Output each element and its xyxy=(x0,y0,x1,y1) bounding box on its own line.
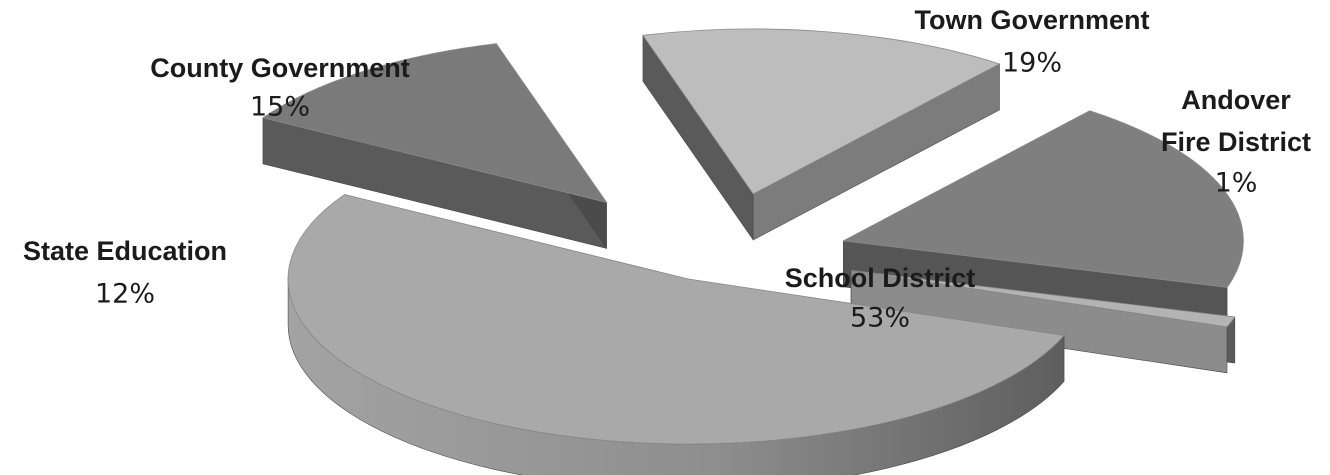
slice-name-label: Andover xyxy=(1181,85,1291,115)
pie-slice-school-district-top xyxy=(287,194,1065,445)
slice-label-town-government: Town Government 19% xyxy=(914,5,1149,79)
slice-percent-label: 12% xyxy=(95,279,155,310)
pie-slice-andover-fire-district-top xyxy=(851,270,1236,328)
slice-name-label: State Education xyxy=(23,236,227,266)
slice-name-label: Fire District xyxy=(1161,127,1311,157)
slice-percent-label: 53% xyxy=(850,303,910,334)
slice-percent-label: 15% xyxy=(250,92,310,123)
pie-slice-state-education-top xyxy=(261,43,608,203)
slice-name-label: Town Government xyxy=(914,5,1149,35)
slice-percent-label: 19% xyxy=(1002,48,1062,79)
pie-slice-county-government xyxy=(642,28,1001,241)
pie-slice-town-government-top xyxy=(842,110,1244,288)
pie-slice-county-government-top xyxy=(642,28,1001,195)
slice-label-school-district: School District 53% xyxy=(785,263,976,334)
slice-label-county-government: County Government 15% xyxy=(150,53,410,123)
slice-name-label: County Government xyxy=(150,53,410,83)
slice-name-label: School District xyxy=(785,263,976,293)
pie-slice-school-district xyxy=(287,194,1065,475)
pie-slice-andover-fire-district xyxy=(850,270,1236,374)
slice-label-state-education: State Education 12% xyxy=(23,236,227,310)
pie-slice-state-education xyxy=(261,42,608,250)
slice-percent-label: 1% xyxy=(1215,168,1258,199)
slice-label-andover-fire-district: Andover Fire District 1% xyxy=(1161,85,1311,199)
